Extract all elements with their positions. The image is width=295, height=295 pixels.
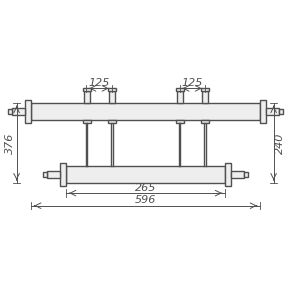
Bar	[109, 91, 115, 103]
Text: 240: 240	[275, 132, 285, 154]
Bar	[83, 120, 91, 123]
Bar	[231, 171, 244, 178]
Bar	[244, 172, 248, 177]
Bar	[108, 88, 116, 91]
Bar	[108, 120, 116, 123]
Bar	[84, 91, 90, 103]
Bar	[176, 88, 184, 91]
Text: 125: 125	[181, 78, 203, 88]
Bar	[60, 163, 66, 186]
Bar	[260, 101, 266, 123]
Text: 265: 265	[135, 183, 156, 193]
Text: 376: 376	[5, 132, 15, 154]
Bar	[25, 101, 32, 123]
Bar	[201, 88, 209, 91]
Bar	[177, 91, 183, 103]
Text: 125: 125	[88, 78, 110, 88]
Bar	[176, 120, 184, 123]
Bar	[66, 166, 225, 183]
Bar	[225, 163, 231, 186]
Text: 596: 596	[135, 195, 156, 205]
Bar	[32, 103, 260, 120]
Bar	[43, 172, 47, 177]
Bar	[47, 171, 60, 178]
Bar	[83, 88, 91, 91]
Bar	[8, 109, 12, 114]
Bar	[202, 91, 208, 103]
Bar	[279, 109, 283, 114]
Bar	[201, 120, 209, 123]
Bar	[266, 108, 279, 115]
Bar	[12, 108, 25, 115]
